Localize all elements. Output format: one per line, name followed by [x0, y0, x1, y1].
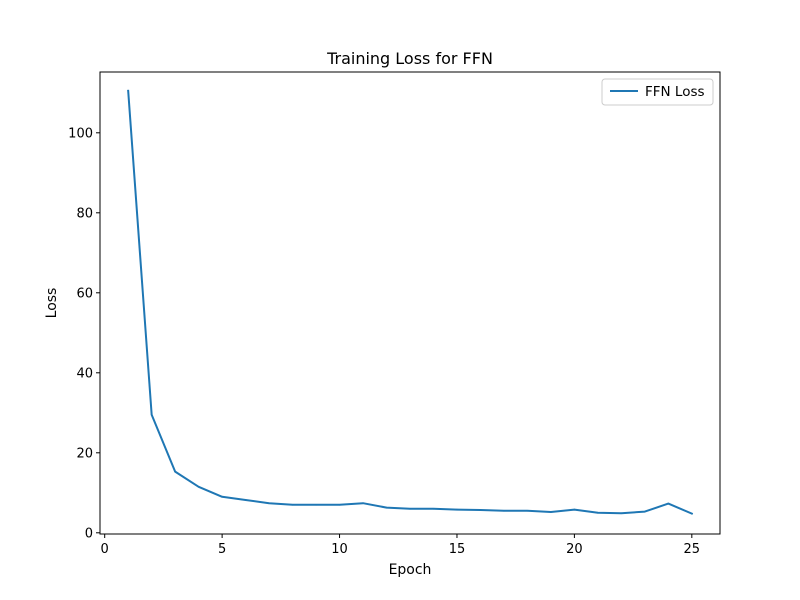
chart-title: Training Loss for FFN: [326, 49, 493, 68]
data-point: [315, 504, 317, 506]
y-tick-label: 100: [68, 126, 93, 141]
y-tick-label: 40: [76, 366, 93, 381]
data-point: [597, 512, 599, 514]
data-point: [432, 508, 435, 510]
data-point: [221, 496, 223, 498]
data-point: [174, 470, 176, 473]
axes-frame: [99, 71, 721, 535]
y-tick-label: 80: [76, 206, 93, 221]
y-tick-label: 0: [85, 526, 93, 541]
legend-label-ffn-loss: FFN Loss: [645, 84, 705, 100]
data-point: [268, 502, 270, 505]
y-tick-label: 60: [76, 286, 93, 301]
y-axis: 0 20 40 60 80 100: [68, 126, 100, 541]
x-axis-title: Epoch: [389, 562, 432, 578]
x-tick-label: 0: [101, 542, 109, 557]
y-tick-label: 20: [76, 446, 93, 461]
plot-area: [99, 71, 721, 535]
legend: FFN Loss: [601, 78, 714, 106]
data-point: [573, 508, 576, 511]
data-point: [362, 502, 364, 505]
data-point: [667, 502, 670, 505]
data-point: [409, 508, 411, 510]
y-axis-title: Loss: [44, 288, 60, 319]
legend-box: [601, 78, 714, 106]
x-tick-label: 15: [449, 542, 466, 557]
x-tick-label: 10: [331, 542, 348, 557]
data-point: [338, 504, 341, 506]
x-tick-label: 5: [218, 542, 226, 557]
data-point: [456, 508, 458, 511]
data-point: [691, 512, 693, 515]
x-tick-label: 20: [566, 542, 583, 557]
data-point: [550, 511, 552, 513]
data-point: [244, 499, 247, 501]
data-point: [385, 506, 388, 509]
x-tick-label: 25: [684, 542, 701, 557]
data-point: [644, 510, 646, 513]
data-point: [479, 509, 482, 511]
x-axis: 0 5 10 15 20 25: [101, 534, 701, 557]
data-point: [526, 510, 529, 512]
data-point: [291, 504, 294, 506]
data-point: [127, 90, 129, 92]
data-point: [503, 510, 505, 512]
series-layer: [127, 89, 694, 515]
data-point: [620, 512, 623, 514]
data-point: [150, 414, 153, 416]
data-point: [197, 486, 200, 488]
